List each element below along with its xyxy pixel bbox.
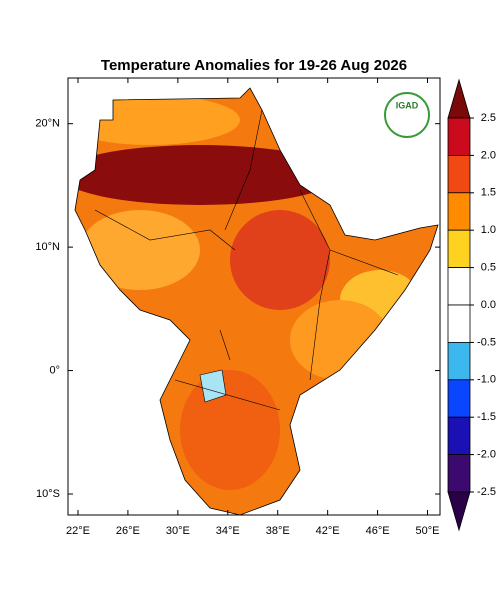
colorbar-box [447,416,471,456]
border [74,87,439,516]
axes: 22°E 26°E 30°E 34°E 38°E 42°E 46°E 50°E 20°N 10°N… [35,78,440,537]
colorbar: 2.5 2.0 1.5 1.0 0.5 0.0 -0.5 -1.0 -1.5 -2.0 -2.5 [447,78,496,532]
colorbar-box [447,267,471,306]
x-tick-label: 30°E [166,525,190,537]
colorbar-label: -1.0 [477,374,496,386]
colorbar-box [447,341,471,381]
colorbar-box [447,192,471,231]
y-tick-label: 10°N [35,241,60,253]
colorbar-box [447,154,471,194]
colorbar-box [447,304,471,343]
title: Temperature Anomalies for 19-26 Aug 2026 [101,57,407,74]
border [94,109,399,411]
colorbar-end [447,491,471,532]
colorbar-label: 1.0 [481,224,496,236]
colorbar-box [447,379,471,418]
colorbar-box [447,454,471,493]
x-tick-label: 50°E [416,525,440,537]
colorbar-box [447,229,471,268]
logo-text: IGAD [396,100,419,110]
colorbar-label: -0.5 [477,336,496,348]
x-tick-label: 34°E [216,525,240,537]
colorbar-label: -2.5 [477,486,496,498]
x-tick-label: 26°E [116,525,140,537]
logo [384,92,430,138]
y-tick-label: 20°N [35,118,60,130]
colorbar-label: -1.5 [477,411,496,423]
y-tick-label: 0° [49,364,60,376]
colorbar-label: -2.0 [477,449,496,461]
map: IGAD [67,77,441,516]
map-frame [67,77,441,516]
colorbar-label: 2.5 [481,112,496,124]
colorbar-label: 1.5 [481,187,496,199]
colorbar-end [447,78,471,119]
colorbar-label: 2.0 [481,149,496,161]
x-tick-label: 38°E [266,525,290,537]
colorbar-label: 0.5 [481,262,496,274]
x-tick-label: 46°E [366,525,390,537]
y-tick-label: 10°S [36,488,60,500]
x-tick-label: 42°E [316,525,340,537]
colorbar-label: 0.0 [481,299,496,311]
lake-victoria [199,369,227,403]
x-tick-label: 22°E [66,525,90,537]
colorbar-box [447,117,471,156]
